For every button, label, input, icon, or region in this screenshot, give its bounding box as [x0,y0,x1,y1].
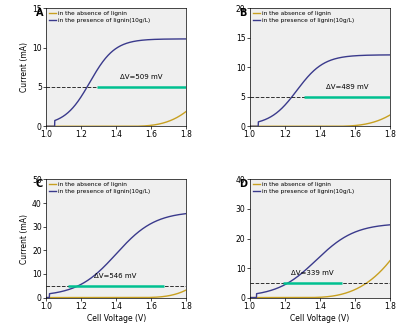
in the presence of lignin(10g/L) [125,240,130,244]
Legend: in the absence of lignin, in the presence of lignin(10g/L): in the absence of lignin, in the presenc… [48,10,152,24]
Text: ΔV=509 mV: ΔV=509 mV [120,75,163,80]
in the absence of lignin [332,294,337,298]
in the absence of lignin [133,124,138,128]
in the presence of lignin(10g/L) [129,40,134,44]
in the presence of lignin(10g/L) [129,236,134,240]
in the absence of lignin [150,295,155,299]
in the presence of lignin(10g/L) [354,54,358,58]
Legend: in the absence of lignin, in the presence of lignin(10g/L): in the absence of lignin, in the presenc… [251,181,355,195]
in the absence of lignin [337,124,342,128]
in the presence of lignin(10g/L) [52,124,57,128]
Legend: in the absence of lignin, in the presence of lignin(10g/L): in the absence of lignin, in the presenc… [48,181,152,195]
Text: ΔV=339 mV: ΔV=339 mV [291,270,334,276]
in the absence of lignin [129,124,134,128]
in the presence of lignin(10g/L) [184,212,189,215]
Line: in the absence of lignin: in the absence of lignin [46,290,186,298]
in the presence of lignin(10g/L) [44,296,48,300]
in the presence of lignin(10g/L) [329,245,334,249]
in the absence of lignin [129,296,134,300]
Text: C: C [36,180,43,189]
in the presence of lignin(10g/L) [337,239,342,243]
in the presence of lignin(10g/L) [52,291,57,295]
in the absence of lignin [164,294,169,298]
in the presence of lignin(10g/L) [388,223,392,227]
in the presence of lignin(10g/L) [133,232,138,236]
in the absence of lignin [332,124,337,128]
in the absence of lignin [256,296,261,300]
Line: in the presence of lignin(10g/L): in the presence of lignin(10g/L) [46,214,186,298]
in the absence of lignin [52,296,57,300]
Line: in the absence of lignin: in the absence of lignin [250,261,390,298]
Legend: in the absence of lignin, in the presence of lignin(10g/L): in the absence of lignin, in the presenc… [251,10,355,24]
in the absence of lignin [247,124,252,128]
in the presence of lignin(10g/L) [337,56,342,60]
in the presence of lignin(10g/L) [150,38,155,42]
in the presence of lignin(10g/L) [247,296,252,300]
in the presence of lignin(10g/L) [368,226,373,230]
X-axis label: Cell Voltage (V): Cell Voltage (V) [86,314,146,322]
in the absence of lignin [354,124,358,128]
in the absence of lignin [44,124,48,128]
Y-axis label: Current (mA): Current (mA) [20,42,30,92]
in the absence of lignin [247,296,252,300]
in the presence of lignin(10g/L) [332,57,337,61]
in the presence of lignin(10g/L) [164,37,169,41]
Line: in the presence of lignin(10g/L): in the presence of lignin(10g/L) [46,39,186,126]
in the absence of lignin [133,296,138,300]
in the presence of lignin(10g/L) [44,124,48,128]
in the presence of lignin(10g/L) [150,221,155,225]
in the presence of lignin(10g/L) [164,215,169,219]
in the presence of lignin(10g/L) [184,37,189,41]
in the presence of lignin(10g/L) [332,242,337,246]
in the presence of lignin(10g/L) [354,230,358,233]
in the absence of lignin [388,113,392,117]
Y-axis label: Current (mA): Current (mA) [20,214,29,264]
Text: A: A [36,8,43,18]
in the presence of lignin(10g/L) [256,291,261,295]
in the absence of lignin [354,287,358,291]
in the absence of lignin [388,259,392,263]
in the absence of lignin [329,124,334,128]
in the absence of lignin [184,109,189,113]
in the absence of lignin [44,296,48,300]
in the absence of lignin [256,124,261,128]
in the absence of lignin [150,123,155,127]
in the presence of lignin(10g/L) [388,53,392,57]
in the presence of lignin(10g/L) [256,124,261,128]
Line: in the absence of lignin: in the absence of lignin [250,115,390,126]
Text: B: B [240,8,247,18]
Text: ΔV=546 mV: ΔV=546 mV [94,273,137,279]
in the absence of lignin [184,288,189,292]
in the absence of lignin [368,278,373,282]
in the absence of lignin [337,293,342,297]
in the presence of lignin(10g/L) [125,41,130,45]
in the presence of lignin(10g/L) [133,39,138,43]
in the absence of lignin [368,121,373,125]
in the presence of lignin(10g/L) [329,58,334,62]
in the absence of lignin [125,296,130,300]
Text: ΔV=489 mV: ΔV=489 mV [326,84,368,90]
in the absence of lignin [125,124,130,128]
in the absence of lignin [329,294,334,298]
in the absence of lignin [164,120,169,124]
in the absence of lignin [52,124,57,128]
Text: D: D [239,180,247,189]
Line: in the absence of lignin: in the absence of lignin [46,111,186,126]
in the presence of lignin(10g/L) [247,124,252,128]
Line: in the presence of lignin(10g/L): in the presence of lignin(10g/L) [250,55,390,126]
in the presence of lignin(10g/L) [368,53,373,57]
X-axis label: Cell Voltage (V): Cell Voltage (V) [290,314,350,322]
Line: in the presence of lignin(10g/L): in the presence of lignin(10g/L) [250,225,390,298]
